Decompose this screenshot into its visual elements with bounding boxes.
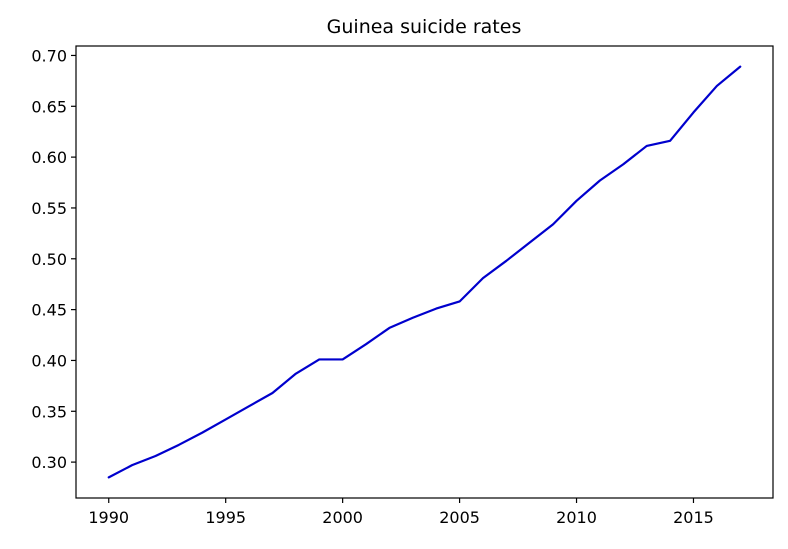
series-layer: [107, 65, 742, 479]
axes: 1990 1995 2000 2005 2010 2015 0.30 0.35 0.40 0.45…: [31, 46, 713, 527]
x-tick-label: 2000: [322, 508, 363, 527]
y-tick-label: 0.70: [31, 46, 67, 65]
x-tick-label: 2010: [556, 508, 597, 527]
y-tick-label: 0.30: [31, 453, 67, 472]
y-tick-label: 0.55: [31, 199, 67, 218]
chart-title: Guinea suicide rates: [327, 16, 522, 38]
x-tick-label: 1995: [205, 508, 246, 527]
y-tick-label: 0.35: [31, 402, 67, 421]
x-tick-label: 1990: [88, 508, 129, 527]
y-tick-label: 0.45: [31, 301, 67, 320]
x-tick-label: 2015: [673, 508, 714, 527]
y-tick-label: 0.65: [31, 97, 67, 116]
y-tick-label: 0.50: [31, 250, 67, 269]
x-tick-label: 2005: [439, 508, 480, 527]
plot-frame: [75, 45, 774, 499]
y-tick-label: 0.40: [31, 351, 67, 370]
y-tick-label: 0.60: [31, 148, 67, 167]
series-line-0: [107, 65, 742, 479]
